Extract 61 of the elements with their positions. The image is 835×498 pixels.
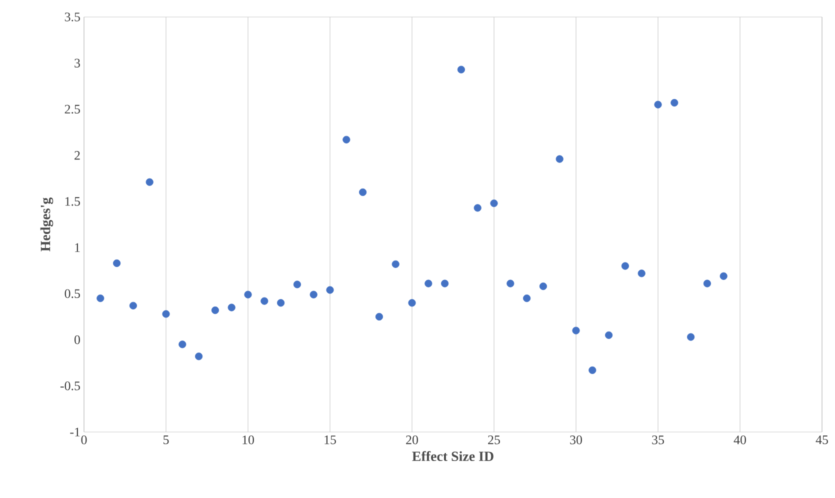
- point: [277, 299, 285, 307]
- x-tick-label: 15: [324, 436, 336, 444]
- point: [687, 333, 695, 341]
- point: [605, 331, 613, 339]
- point: [457, 66, 465, 74]
- point: [293, 280, 301, 288]
- point: [539, 282, 547, 290]
- point: [670, 98, 678, 107]
- y-tick-label: 0: [74, 335, 80, 344]
- point: [523, 294, 531, 302]
- y-tick-label: 3: [74, 58, 80, 68]
- point: [113, 259, 121, 268]
- point: [703, 280, 711, 288]
- x-tick-label: 0: [81, 436, 87, 444]
- x-tick-label: 35: [652, 436, 664, 444]
- y-tick-label: -0.5: [60, 381, 80, 390]
- y-tick-label: 1: [75, 243, 80, 252]
- point: [474, 204, 482, 212]
- point: [588, 366, 596, 374]
- point: [441, 280, 449, 288]
- y-tick-label: 3.5: [64, 12, 80, 22]
- x-tick-label: 10: [242, 436, 254, 444]
- x-tick-label: 30: [570, 436, 582, 444]
- point: [392, 260, 400, 268]
- point: [244, 290, 252, 298]
- point: [490, 200, 498, 208]
- y-tick-label: 1.5: [65, 197, 80, 206]
- point: [375, 312, 383, 321]
- point: [162, 310, 170, 318]
- point: [228, 304, 236, 312]
- x-tick-label: 5: [164, 436, 169, 444]
- point: [96, 294, 104, 302]
- y-tick-label: 0.5: [64, 289, 80, 298]
- point: [720, 272, 728, 280]
- y-tick-label: -1: [70, 428, 80, 436]
- point: [211, 306, 219, 314]
- y-tick-label: 2: [74, 151, 80, 160]
- point: [408, 299, 416, 307]
- point: [506, 280, 514, 288]
- point: [572, 326, 580, 334]
- point: [621, 262, 629, 270]
- point: [359, 188, 367, 196]
- point: [638, 270, 646, 278]
- point: [342, 136, 350, 144]
- point: [129, 302, 137, 310]
- x-tick-label: 45: [816, 436, 828, 444]
- point: [146, 178, 154, 186]
- x-tick-label: 25: [488, 436, 500, 444]
- point: [310, 290, 318, 298]
- point: [178, 340, 186, 348]
- y-axis-title: Hedges'g: [40, 198, 54, 252]
- y-tick-label: 2.5: [64, 104, 80, 114]
- point: [424, 280, 432, 288]
- point: [260, 297, 268, 305]
- x-tick-label: 20: [406, 436, 418, 444]
- x-tick-label: 40: [734, 436, 746, 444]
- point: [326, 286, 334, 294]
- x-axis-title: Effect Size ID: [412, 451, 494, 462]
- point: [556, 155, 564, 163]
- point: [654, 100, 662, 108]
- point: [195, 352, 203, 360]
